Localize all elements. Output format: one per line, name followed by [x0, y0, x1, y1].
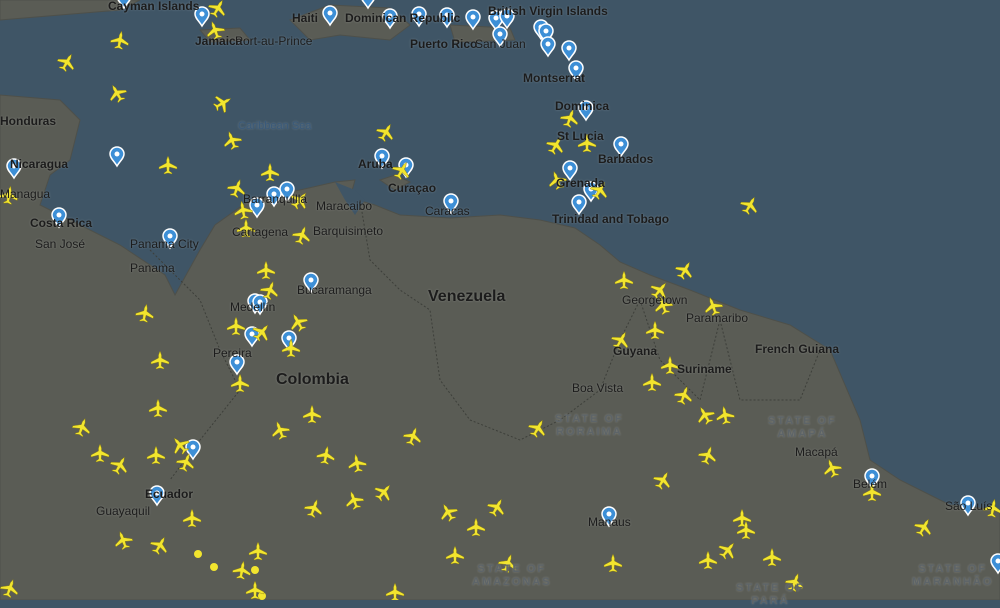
map-label: Dominican Republic — [345, 12, 460, 25]
map-label: Grenada — [556, 177, 605, 190]
map-label: Georgetown — [622, 294, 687, 307]
map-label: São Luís — [945, 500, 992, 513]
aircraft-icon[interactable] — [738, 193, 763, 218]
map-label: Nicaragua — [10, 158, 68, 171]
airport-pin-icon[interactable] — [562, 41, 576, 60]
map-label: Port-au-Prince — [235, 35, 312, 48]
map-label: Suriname — [677, 363, 732, 376]
airport-pin-icon[interactable] — [541, 37, 555, 56]
map-label: Curaçao — [388, 182, 436, 195]
map-label: Panama City — [130, 238, 199, 251]
map-label: Boa Vista — [572, 382, 623, 395]
aircraft-icon[interactable] — [55, 50, 80, 75]
aircraft-icon[interactable] — [110, 30, 131, 51]
aircraft-icon[interactable] — [261, 163, 279, 181]
aircraft-icon[interactable] — [206, 0, 231, 20]
map-label: Paramaribo — [686, 312, 748, 325]
map-label: French Guiana — [755, 343, 839, 356]
map-label: Montserrat — [523, 72, 585, 85]
map-label: San José — [35, 238, 85, 251]
map-label: Cartagena — [232, 226, 288, 239]
map-label: Panama — [130, 262, 175, 275]
map-label: Aruba — [358, 158, 393, 171]
map-label: Guayaquil — [96, 505, 150, 518]
map-label: Ecuador — [145, 488, 193, 501]
map-label: St Lucia — [557, 130, 604, 143]
map-label: Venezuela — [428, 290, 505, 303]
map-label: Colombia — [276, 373, 349, 386]
ground-marker-icon[interactable] — [194, 550, 202, 558]
aircraft-icon[interactable] — [159, 156, 177, 174]
map-label: Haiti — [292, 12, 318, 25]
aircraft-icon[interactable] — [673, 258, 698, 283]
map-label: Cayman Islands — [108, 0, 199, 13]
map-label: Barbados — [598, 153, 653, 166]
map-label: Barranquilla — [243, 193, 307, 206]
map-label: Puerto Rico — [410, 38, 477, 51]
map-label: Medellín — [230, 301, 275, 314]
map-label: Maracaibo — [316, 200, 372, 213]
map-label: Caribbean Sea — [238, 120, 311, 133]
airport-pin-icon[interactable] — [110, 147, 124, 166]
map-label: Pereira — [213, 347, 252, 360]
map-label: San Juan — [475, 38, 526, 51]
map-label: Caracas — [425, 205, 470, 218]
ground-marker-icon[interactable] — [251, 566, 259, 574]
map-label: Dominica — [555, 100, 609, 113]
map-label: Trinidad and Tobago — [552, 213, 669, 226]
map-label: Guyana — [613, 345, 657, 358]
map-label: British Virgin Islands — [488, 5, 608, 18]
map-label: Bucaramanga — [297, 284, 372, 297]
map-label: Macapá — [795, 446, 838, 459]
aircraft-icon[interactable] — [374, 120, 399, 145]
aircraft-icon[interactable] — [105, 81, 130, 106]
map-label: Barquisimeto — [313, 225, 383, 238]
map-label: Costa Rica — [30, 217, 92, 230]
map-label: Managua — [0, 188, 50, 201]
map-label: Honduras — [0, 115, 56, 128]
map-label: Belém — [853, 478, 887, 491]
ground-marker-icon[interactable] — [210, 563, 218, 571]
aircraft-icon[interactable] — [211, 91, 236, 116]
map-label: Manaus — [588, 516, 631, 529]
